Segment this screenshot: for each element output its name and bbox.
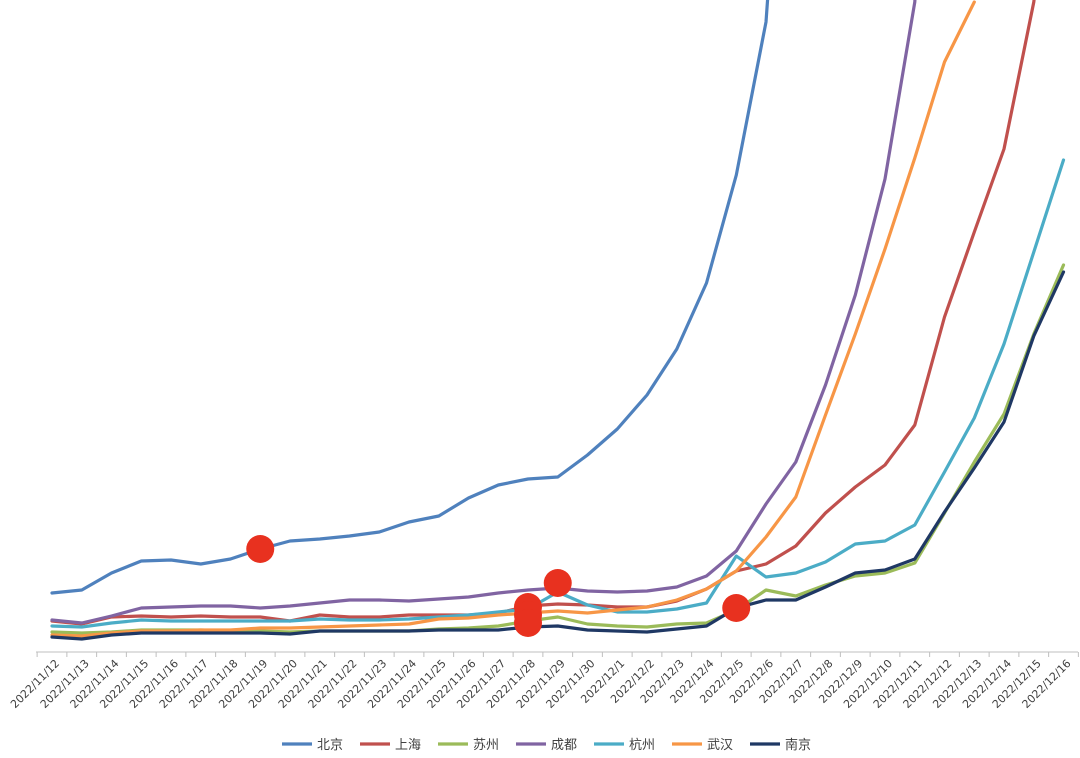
series-line-6: [50, 270, 1066, 641]
legend-label-1: 上海: [395, 738, 421, 753]
annotation-marker-0: [246, 535, 275, 563]
series-line-1: [50, 0, 1036, 626]
legend: 北京 上海 苏州 成都 杭州 武汉 南京: [282, 737, 811, 753]
annotation-marker-4: [543, 569, 572, 597]
legend-label-2: 苏州: [473, 737, 499, 753]
series-line-3: [50, 0, 917, 625]
x-tick-labels: 2022/11/122022/11/132022/11/142022/11/15…: [8, 657, 1074, 711]
series-line-5: [50, 0, 976, 638]
legend-label-0: 北京: [317, 738, 343, 753]
annotation-marker-5: [722, 594, 751, 622]
series-line-0: [50, 0, 770, 595]
annotation-marker-3: [514, 609, 542, 637]
series-lines: [50, 0, 1066, 641]
legend-label-5: 武汉: [707, 738, 733, 753]
legend-label-3: 成都: [551, 738, 577, 753]
x-axis: [36, 651, 1079, 657]
series-line-4: [50, 158, 1066, 629]
legend-label-4: 杭州: [629, 738, 655, 753]
annotation-markers: [246, 535, 751, 637]
legend-label-6: 南京: [785, 737, 811, 753]
